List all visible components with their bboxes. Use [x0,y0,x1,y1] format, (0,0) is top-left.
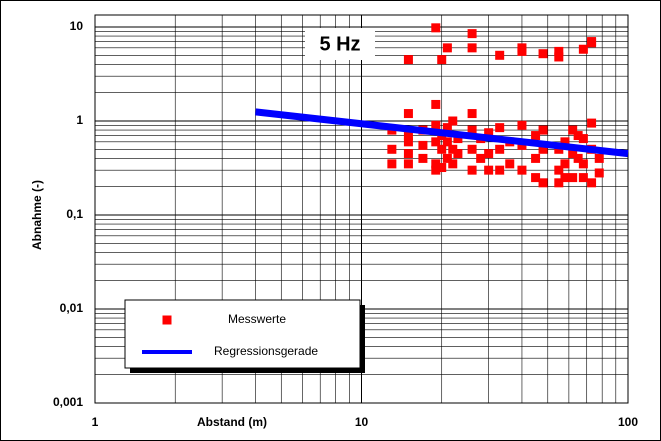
marker [484,149,494,159]
legend-marker [162,315,172,325]
marker [437,55,447,65]
marker [403,109,413,119]
marker [568,149,578,159]
marker [484,128,494,138]
marker [578,159,588,169]
marker [403,137,413,147]
marker [495,50,505,60]
marker [495,144,505,154]
marker [467,43,477,53]
y-tick-label: 0,001 [53,395,83,409]
marker [517,46,527,56]
marker [403,159,413,169]
marker [442,123,452,133]
marker [554,178,564,188]
marker [467,109,477,119]
marker [387,144,397,154]
marker [437,163,447,173]
marker [403,131,413,141]
marker [448,159,458,169]
marker [560,159,570,169]
marker [431,120,441,130]
marker [431,23,441,33]
marker [594,153,604,163]
marker [568,173,578,183]
y-tick-label: 1 [76,113,83,127]
marker [560,173,570,183]
marker [431,99,441,109]
marker [587,37,597,47]
marker [495,123,505,133]
marker [538,144,548,154]
legend-label: Regressionsgerade [214,344,318,358]
x-tick-label: 100 [618,415,638,429]
marker [554,46,564,56]
marker [538,125,548,135]
regression-line [255,108,629,158]
marker [587,118,597,128]
marker [554,52,564,62]
marker [587,178,597,188]
plot-border [94,14,629,404]
marker [568,125,578,135]
marker [484,165,494,175]
marker [578,134,588,144]
marker [573,131,583,141]
marker [554,165,564,175]
marker [517,120,527,130]
marker [448,116,458,126]
marker [403,149,413,159]
legend [124,299,361,369]
marker [387,159,397,169]
marker [418,153,428,163]
marker [418,140,428,150]
marker [403,55,413,65]
marker [531,153,541,163]
y-tick-label: 0,01 [60,301,84,315]
marker [594,168,604,178]
x-tick-label: 1 [92,415,99,429]
marker [531,173,541,183]
marker [453,134,463,144]
marker [467,144,477,154]
marker [505,159,515,169]
marker [538,178,548,188]
x-tick-label: 10 [355,415,369,429]
legend-label: Messwerte [228,312,286,326]
marker [578,44,588,54]
marker [538,49,548,59]
marker [573,153,583,163]
chart-title: 5 Hz [319,33,360,55]
marker [453,149,463,159]
title-box [305,28,375,60]
marker [431,165,441,175]
y-tick-label: 0,1 [66,207,83,221]
marker [442,137,452,147]
marker [531,131,541,141]
marker [467,165,477,175]
marker [442,153,452,163]
marker [476,153,486,163]
marker [431,137,441,147]
marker [517,165,527,175]
marker [495,165,505,175]
marker [517,140,527,150]
marker [578,173,588,183]
marker [437,144,447,154]
marker [467,125,477,135]
marker [448,144,458,154]
y-axis-label: Abnahme (-) [30,180,44,250]
marker [431,159,441,169]
marker [560,137,570,147]
marker [442,43,452,53]
y-tick-label: 10 [70,19,84,33]
marker [467,29,477,39]
x-axis-label: Abstand (m) [197,415,267,429]
